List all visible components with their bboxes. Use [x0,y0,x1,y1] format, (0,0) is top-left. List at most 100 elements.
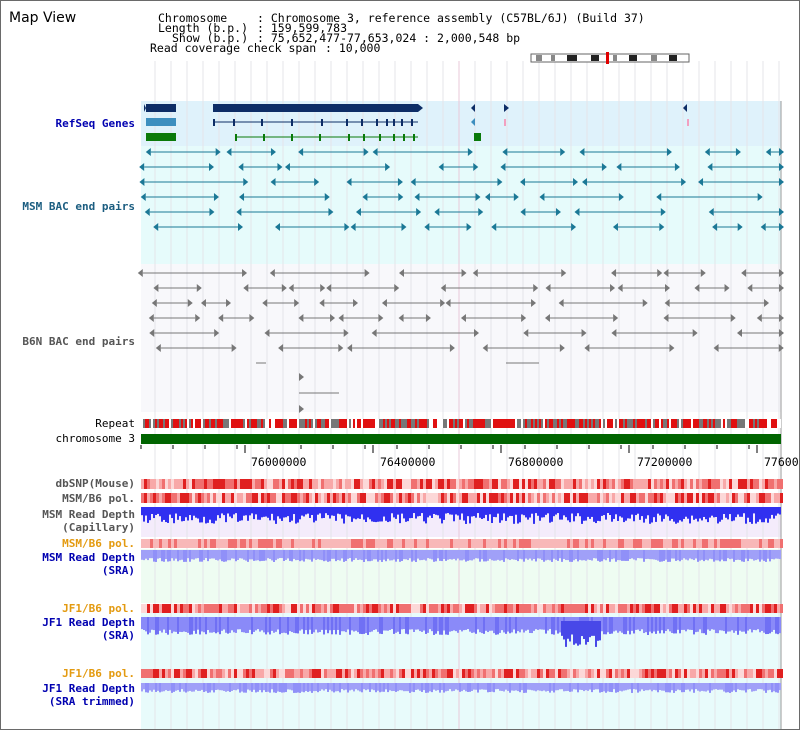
repeat-segment [421,419,423,428]
read-depth-bar [349,617,351,635]
read-depth-bar [247,507,249,521]
polymorphism-cell [330,669,333,678]
track-label-msm-read-depth-capillary[interactable]: MSM Read Depth [42,508,135,521]
track-label-jf1-read-depth-trimmed[interactable]: JF1 Read Depth [42,682,135,695]
polymorphism-cell [681,604,684,613]
repeat-segment [463,419,465,428]
polymorphism-cell [438,604,441,613]
polymorphism-cell [285,479,288,489]
read-depth-bar [653,507,655,518]
polymorphism-cell [576,669,579,678]
polymorphism-cell [219,539,222,548]
polymorphism-cell [660,479,663,489]
polymorphism-cell [240,604,243,613]
read-depth-bar [643,507,645,523]
track-label-jf1-b6-pol-1[interactable]: JF1/B6 pol. [62,602,135,615]
repeat-segment [643,419,645,428]
read-depth-bar [301,683,303,692]
read-depth-bar [213,617,215,633]
read-depth-bar [707,550,709,561]
polymorphism-cell [144,604,147,613]
polymorphism-cell [753,493,756,503]
read-depth-bar [639,683,641,692]
track-label-jf1-read-depth-sra[interactable]: JF1 Read Depth [42,616,135,629]
read-depth-bar [311,617,313,634]
read-depth-bar [651,507,653,523]
track-label-msm-read-depth-sra[interactable]: MSM Read Depth [42,551,135,564]
read-depth-bar [549,683,551,693]
read-depth-bar [491,617,493,631]
read-depth-bar [557,683,559,691]
read-depth-bar [323,507,325,518]
read-depth-bar [549,617,551,630]
repeat-segment [503,419,505,428]
read-depth-bar [495,617,497,635]
read-depth-bar [679,550,681,562]
polymorphism-cell [486,604,489,613]
read-depth-bar [721,550,723,560]
read-depth-bar [723,550,725,562]
read-depth-bar [329,683,331,690]
polymorphism-cell [309,493,312,503]
read-depth-bar [599,550,601,562]
read-depth-bar [437,550,439,559]
read-depth-bar [325,507,327,514]
polymorphism-cell [618,479,621,489]
read-depth-bar [403,683,405,692]
track-label-msm-b6-pol-1[interactable]: MSM/B6 pol. [62,492,135,505]
repeat-segment [679,419,681,428]
read-depth-bar [243,683,245,693]
repeat-segment [467,419,469,428]
read-depth-bar [729,683,731,693]
track-label-jf1-b6-pol-2[interactable]: JF1/B6 pol. [62,667,135,680]
read-depth-bar [525,507,527,518]
read-depth-bar [351,617,353,631]
bac-end-marker [657,269,663,277]
polymorphism-cell [189,604,192,613]
polymorphism-cell [756,479,759,489]
read-depth-bar [273,507,275,521]
read-depth-bar [739,550,741,561]
polymorphism-cell [744,669,747,678]
polymorphism-cell [465,669,468,678]
polymorphism-cell [159,479,162,489]
track-label-refseq[interactable]: RefSeq Genes [55,117,135,130]
track-label-dbsnp[interactable]: dbSNP(Mouse) [55,477,135,490]
repeat-segment [289,419,291,428]
polymorphism-cell [588,493,591,503]
read-depth-bar [629,507,631,519]
repeat-segment [155,419,157,428]
read-depth-bar [715,617,717,634]
track-label-b6n-bac[interactable]: B6N BAC end pairs [22,335,135,348]
gene-block [146,133,176,141]
polymorphism-cell [234,669,237,678]
polymorphism-cell [318,479,321,489]
repeat-segment [453,419,455,428]
read-depth-bar [703,683,705,692]
polymorphism-cell [453,539,456,548]
polymorphism-cell [435,669,438,678]
read-depth-bar [461,617,463,632]
read-depth-bar [411,507,413,519]
bac-end-marker [277,163,283,171]
read-depth-bar [331,683,333,692]
track-label-msm-b6-pol-2[interactable]: MSM/B6 pol. [62,537,135,550]
read-depth-bar [201,550,203,562]
polymorphism-cell [516,493,519,503]
bac-end-marker [346,178,352,186]
read-depth-bar [487,507,489,521]
bac-end-marker [779,314,784,322]
read-depth-bar [291,550,293,562]
read-depth-bar [533,617,535,631]
repeat-segment [743,419,745,428]
repeat-segment [277,419,279,428]
read-depth-bar [751,550,753,560]
polymorphism-cell [156,539,159,548]
read-depth-bar [621,617,623,633]
polymorphism-cell [750,479,753,489]
bac-end-marker [544,314,550,322]
polymorphism-cell [441,604,444,613]
read-depth-bar [499,617,501,633]
track-label-msm-bac[interactable]: MSM BAC end pairs [22,200,135,213]
